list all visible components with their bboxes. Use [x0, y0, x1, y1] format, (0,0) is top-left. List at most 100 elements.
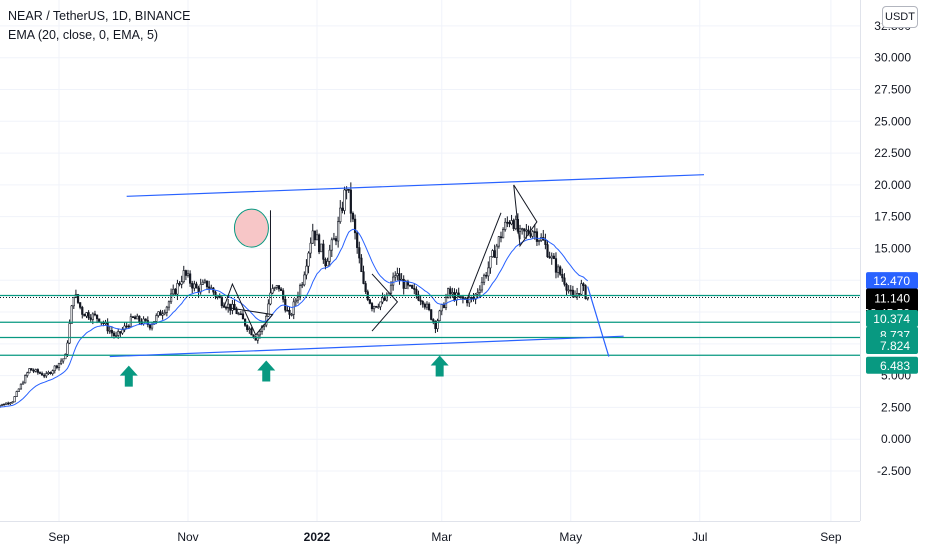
candle — [2, 403, 6, 406]
candle — [72, 296, 75, 309]
candle — [353, 214, 357, 240]
candle — [478, 285, 481, 299]
candle — [15, 390, 18, 398]
candle — [169, 288, 173, 304]
candle — [508, 220, 511, 228]
symbol-title[interactable]: NEAR / TetherUS, 1D, BINANCE — [8, 9, 191, 23]
candle — [13, 396, 16, 403]
y-tick-label: 25.000 — [874, 114, 911, 128]
candle — [567, 285, 570, 294]
candle — [186, 269, 190, 278]
candle — [427, 302, 431, 312]
candle — [70, 304, 73, 324]
candle — [26, 371, 29, 378]
candle — [576, 287, 579, 300]
candle — [485, 271, 488, 279]
candle — [480, 277, 484, 293]
candle — [60, 358, 63, 366]
candle — [303, 271, 306, 287]
candle — [392, 272, 395, 291]
candle — [178, 281, 181, 287]
candle — [57, 362, 61, 371]
candle — [447, 287, 450, 299]
candle — [49, 371, 52, 375]
candle — [381, 292, 384, 305]
time-axis[interactable]: Sep Nov 2022 Mar May Jul Sep — [48, 530, 842, 544]
candle — [440, 304, 443, 316]
candle — [504, 218, 507, 232]
candle — [318, 233, 321, 255]
candle — [419, 295, 422, 306]
chart-drawings[interactable] — [0, 174, 860, 387]
candle — [208, 280, 211, 294]
candle — [396, 267, 399, 281]
candle — [85, 312, 88, 319]
candle — [430, 309, 433, 321]
candle — [277, 285, 281, 292]
support-value-label-bg — [866, 356, 918, 374]
candle — [309, 237, 312, 259]
y-tick-label: 27.500 — [874, 82, 911, 96]
x-tick-label: Mar — [431, 530, 452, 544]
y-tick-label: 2.500 — [881, 400, 911, 414]
candle — [375, 305, 378, 308]
indicator-legend[interactable]: EMA (20, close, 0, EMA, 5) — [8, 28, 159, 42]
candle — [292, 298, 295, 320]
support-value-label-bg — [866, 336, 918, 354]
up-arrow-icon — [119, 365, 138, 387]
candle — [330, 237, 333, 257]
candle — [40, 371, 44, 376]
candle — [339, 200, 342, 224]
candle — [19, 383, 23, 390]
candle — [356, 230, 359, 254]
candle — [119, 331, 122, 338]
candle — [125, 321, 128, 330]
support-trendline — [109, 335, 624, 358]
candle — [305, 259, 308, 280]
pattern-drawing — [223, 282, 274, 336]
candle — [548, 251, 551, 259]
candle — [544, 233, 547, 250]
candle — [74, 289, 78, 299]
candle — [62, 358, 65, 364]
price-labels: 12.47011.14008:45:5910.3748.7377.8246.48… — [863, 272, 918, 374]
candle — [506, 216, 509, 228]
candle — [552, 253, 555, 260]
support-value-label: 10.374 — [873, 312, 910, 326]
candle — [514, 215, 517, 231]
candle — [529, 226, 532, 239]
candle — [301, 281, 304, 289]
candle — [201, 279, 204, 285]
y-tick-label: 20.000 — [874, 178, 911, 192]
candle — [370, 301, 374, 312]
ema-series — [0, 228, 589, 408]
candle — [537, 239, 541, 246]
candle — [406, 279, 410, 290]
y-tick-label: 15.000 — [874, 241, 911, 255]
candle — [227, 298, 230, 313]
candle — [499, 231, 503, 243]
candle — [134, 315, 137, 320]
candle — [415, 286, 418, 299]
candle — [343, 186, 346, 215]
candle — [394, 271, 397, 281]
candle — [286, 306, 289, 312]
candle — [203, 278, 207, 284]
x-tick-label: Sep — [48, 530, 70, 544]
y-tick-label: 17.500 — [874, 210, 911, 224]
candle — [518, 224, 522, 240]
candle — [248, 326, 251, 334]
candle — [189, 270, 192, 287]
candle — [191, 280, 194, 294]
currency-button[interactable]: USDT — [882, 6, 918, 28]
candle — [0, 405, 1, 409]
candle — [43, 373, 46, 379]
candle — [347, 189, 350, 194]
y-tick-label: -2.500 — [877, 464, 911, 478]
candle — [138, 315, 141, 325]
price-axis[interactable]: 32.50030.00027.50025.00022.50020.00017.5… — [874, 19, 911, 478]
candle — [210, 284, 213, 290]
candle — [307, 251, 310, 274]
support-value-label: 7.824 — [880, 339, 910, 353]
